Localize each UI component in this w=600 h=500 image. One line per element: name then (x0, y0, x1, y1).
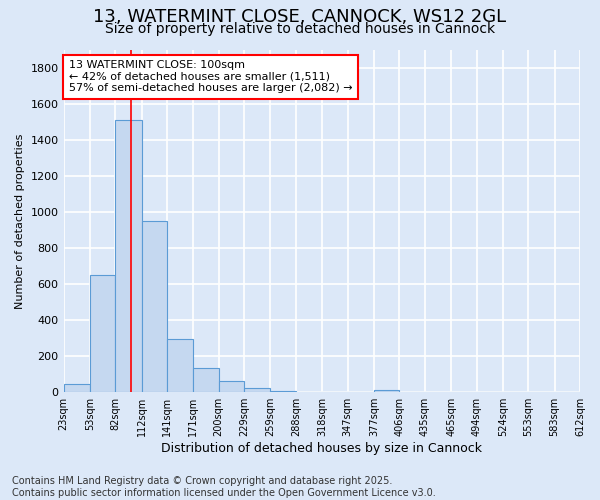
Text: 13 WATERMINT CLOSE: 100sqm
← 42% of detached houses are smaller (1,511)
57% of s: 13 WATERMINT CLOSE: 100sqm ← 42% of deta… (69, 60, 352, 94)
Bar (374, 390, 400, 392)
Bar (142, 221, 167, 392)
Bar (115, 120, 142, 392)
Bar (90, 275, 115, 392)
Bar (167, 339, 193, 392)
Text: Contains HM Land Registry data © Crown copyright and database right 2025.
Contai: Contains HM Land Registry data © Crown c… (12, 476, 436, 498)
Text: Size of property relative to detached houses in Cannock: Size of property relative to detached ho… (105, 22, 495, 36)
Bar (64, 384, 90, 392)
Bar (244, 388, 271, 392)
X-axis label: Distribution of detached houses by size in Cannock: Distribution of detached houses by size … (161, 442, 482, 455)
Bar (219, 380, 244, 392)
Bar (193, 368, 219, 392)
Text: 13, WATERMINT CLOSE, CANNOCK, WS12 2GL: 13, WATERMINT CLOSE, CANNOCK, WS12 2GL (94, 8, 506, 26)
Y-axis label: Number of detached properties: Number of detached properties (15, 134, 25, 309)
